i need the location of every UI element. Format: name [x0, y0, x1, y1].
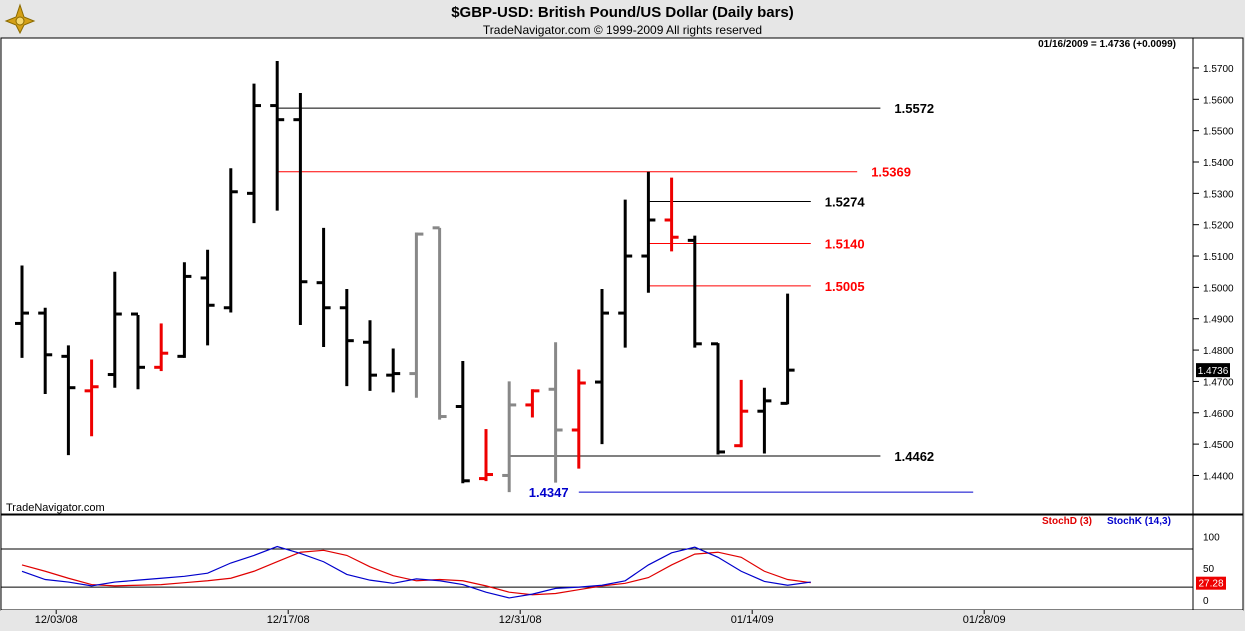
watermark: TradeNavigator.com	[6, 502, 105, 514]
y-tick-label: 1.4700	[1203, 377, 1234, 388]
price-axis: 1.5700 1.5600 1.5500 1.5400 1.5300 1.5200 1.51…	[1193, 64, 1234, 482]
x-tick-label: 01/28/09	[963, 614, 1006, 626]
y-tick-label: 1.5600	[1203, 95, 1234, 106]
ohlc-bar	[247, 83, 261, 224]
y-tick-label: 1.4500	[1203, 440, 1234, 451]
stochastic-indicator: 100 50 0 StochD (3) StochK (14,3) 27.28	[1, 516, 1226, 607]
ohlc-bar	[618, 199, 633, 348]
ohlc-bar	[525, 389, 540, 418]
x-tick-label: 01/14/09	[731, 614, 774, 626]
level-label: 1.5140	[825, 236, 865, 251]
ohlc-bar	[641, 171, 656, 293]
y-tick-label: 1.5100	[1203, 252, 1234, 263]
ohlc-bar	[316, 227, 331, 347]
ohlc-bar	[571, 369, 586, 469]
y-tick-label: 1.5200	[1203, 221, 1234, 232]
level-label: 1.5369	[871, 165, 911, 180]
ohlc-bar	[548, 342, 563, 483]
x-tick-label: 12/17/08	[267, 614, 310, 626]
ohlc-bar	[432, 226, 447, 420]
y-tick-label: 1.4600	[1203, 409, 1234, 420]
ohlc-bar	[757, 387, 772, 454]
legend-stochd: StochD (3)	[1042, 516, 1092, 527]
stoch-axis-panel	[1192, 514, 1244, 611]
ohlc-bar	[293, 93, 308, 325]
ohlc-bar	[200, 249, 215, 346]
ohlc-bar	[734, 379, 749, 448]
y-tick-label: 1.4400	[1203, 471, 1234, 482]
price-levels: 1.5572 1.5369 1.5274 1.5140 1.5005 1.4462 1.43…	[277, 101, 974, 500]
ohlc-bar	[223, 168, 238, 313]
ohlc-bar	[479, 429, 493, 482]
last-price-label: 1.4736	[1198, 366, 1229, 377]
ohlc-bar	[363, 320, 377, 391]
ohlc-bar	[38, 307, 53, 394]
x-tick-label: 12/03/08	[35, 614, 78, 626]
price-bars	[15, 61, 795, 493]
stoch-series-line	[21, 545, 811, 599]
date-axis-panel	[1, 610, 1243, 630]
y-tick-label: 1.4800	[1203, 346, 1234, 357]
ohlc-bar	[131, 312, 145, 390]
level-label: 1.4462	[894, 449, 934, 464]
ohlc-bar	[107, 271, 122, 388]
ohlc-bar	[386, 348, 401, 393]
price-axis-panel	[1192, 37, 1244, 515]
level-label: 1.5274	[825, 194, 866, 209]
y-tick-label: 1.4900	[1203, 315, 1234, 326]
ohlc-bar	[455, 361, 470, 484]
ohlc-bar	[339, 288, 354, 387]
level-label: 1.5005	[825, 279, 865, 294]
level-label: 1.4347	[529, 485, 569, 500]
y-tick-label: 1.5500	[1203, 127, 1234, 138]
ohlc-bar	[595, 288, 609, 445]
price-panel	[0, 37, 1194, 515]
ohlc-bar	[154, 323, 169, 372]
ohlc-bar	[409, 232, 424, 398]
stoch-last-box	[1196, 576, 1226, 590]
ohlc-bar	[502, 381, 517, 493]
ohlc-bar	[711, 342, 725, 455]
ohlc-bar	[270, 61, 285, 211]
level-label: 1.5572	[894, 101, 934, 116]
y-tick-label: 1.5400	[1203, 158, 1234, 169]
x-tick-label: 12/31/08	[499, 614, 542, 626]
ohlc-bar	[61, 345, 76, 456]
chart-subtitle: TradeNavigator.com © 1999-2009 All right…	[482, 23, 763, 37]
stoch-panel	[0, 514, 1194, 611]
stoch-tick-label: 50	[1203, 564, 1215, 575]
ohlc-bar	[15, 265, 29, 358]
date-axis: 12/03/08 12/17/08 12/31/08 01/14/09 01/28/09	[35, 610, 1006, 626]
last-price-box	[1196, 363, 1230, 378]
quote-label: 01/16/2009 = 1.4736 (+0.0099)	[1038, 39, 1176, 50]
y-tick-label: 1.5000	[1203, 283, 1234, 294]
stoch-last-label: 27.28	[1198, 579, 1223, 590]
ohlc-bar	[664, 177, 679, 252]
y-tick-label: 1.5700	[1203, 64, 1234, 75]
ohlc-bar	[84, 359, 99, 437]
stoch-series-line	[21, 549, 811, 596]
stoch-tick-label: 100	[1203, 532, 1220, 543]
ohlc-bar	[780, 293, 795, 405]
stoch-tick-label: 0	[1203, 596, 1209, 607]
logo-icon	[4, 3, 36, 35]
chart-title: $GBP-USD: British Pound/US Dollar (Daily…	[451, 4, 794, 21]
ohlc-bar	[687, 235, 702, 348]
legend-stochk: StochK (14,3)	[1107, 516, 1171, 527]
ohlc-bar	[177, 262, 192, 358]
y-tick-label: 1.5300	[1203, 189, 1234, 200]
